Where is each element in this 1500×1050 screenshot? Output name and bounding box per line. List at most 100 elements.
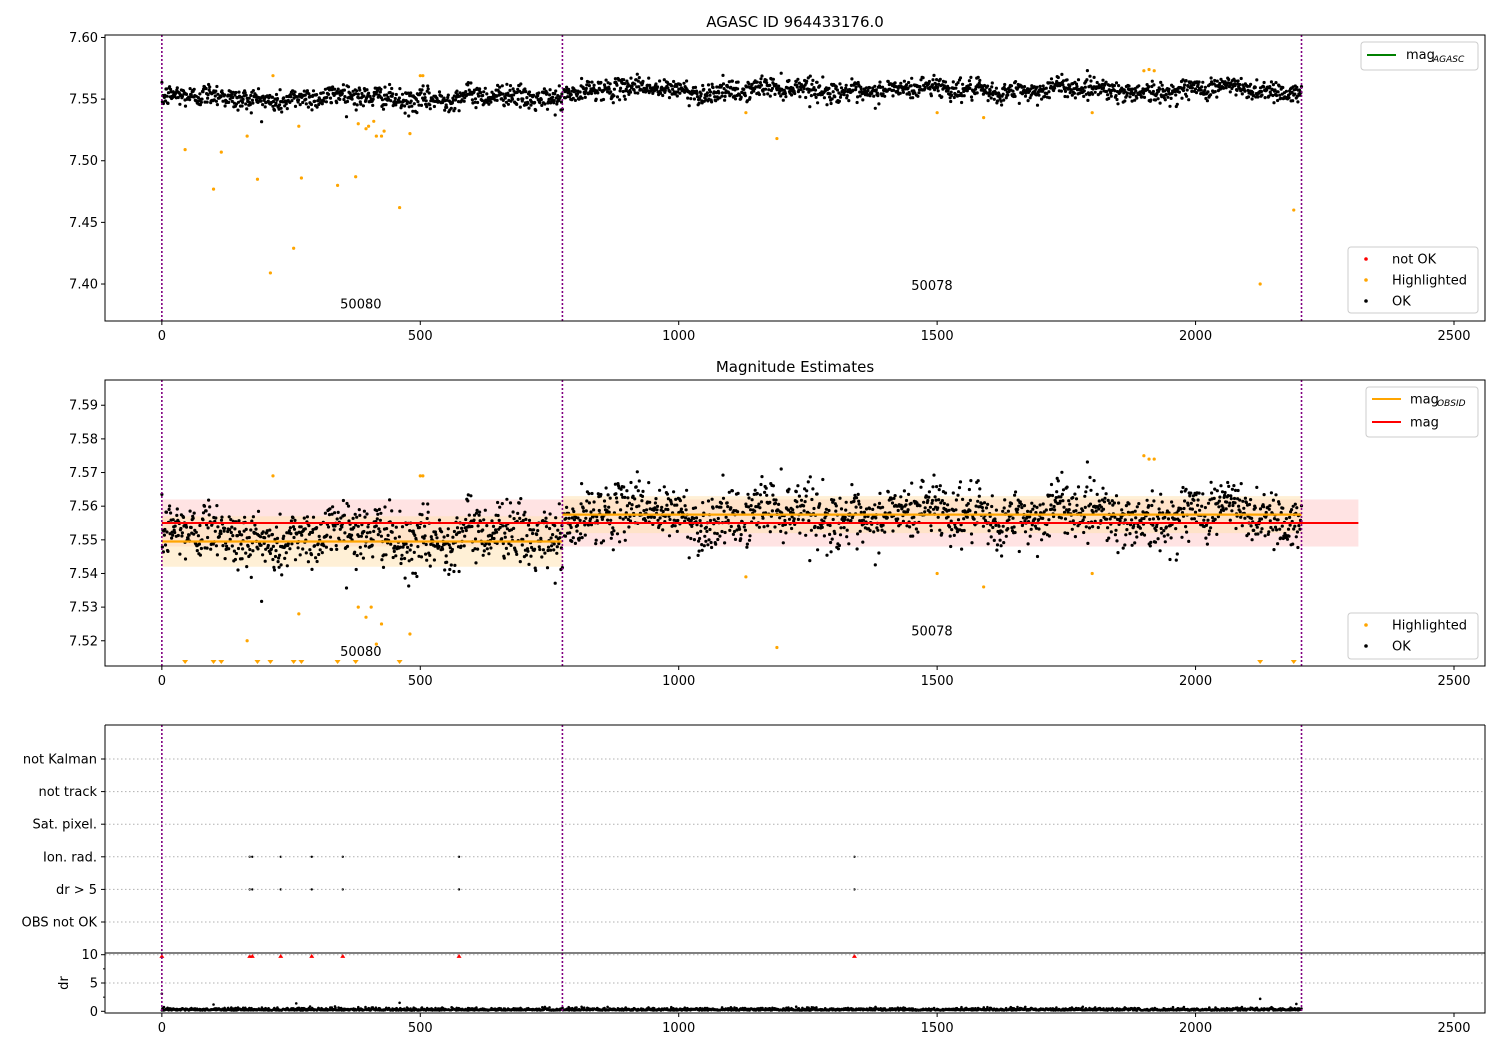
ok-point (318, 548, 322, 552)
ok-point (1240, 524, 1244, 528)
ok-point (1101, 86, 1106, 90)
ok-point (1184, 487, 1188, 491)
ok-point (339, 516, 343, 520)
ok-point (625, 504, 630, 508)
ok-point (205, 100, 209, 104)
ok-point (813, 92, 817, 96)
ok-point (243, 515, 247, 519)
ok-point (990, 494, 994, 498)
ok-point (1038, 503, 1042, 507)
ok-point (240, 557, 244, 561)
ok-point (674, 497, 678, 501)
ok-point (622, 530, 626, 534)
ok-point (612, 94, 616, 98)
ok-point (873, 503, 877, 507)
ok-point (196, 96, 200, 100)
ok-point (1212, 496, 1216, 500)
ok-point (1104, 80, 1108, 84)
ok-point (1001, 92, 1005, 96)
ok-point (241, 100, 245, 104)
ok-point (166, 91, 171, 95)
ok-point (892, 496, 896, 500)
ok-point (808, 559, 812, 563)
ok-point (615, 532, 620, 536)
highlighted-point (775, 645, 779, 650)
ok-point (986, 502, 990, 506)
ok-point (374, 524, 378, 528)
ok-point (227, 515, 231, 519)
ok-point (487, 102, 491, 106)
ok-point (1055, 79, 1059, 84)
ok-point (379, 511, 383, 515)
ok-point (398, 509, 402, 513)
ok-point (1072, 91, 1076, 95)
ok-point (1201, 492, 1205, 496)
ok-point (222, 529, 226, 533)
ok-point (466, 493, 470, 497)
ok-point (620, 493, 624, 497)
ok-point (1225, 500, 1229, 504)
panel1-xtick-label: 1500 (921, 329, 954, 344)
ok-point (249, 93, 253, 98)
ok-point (428, 107, 432, 111)
ok-point (886, 79, 890, 84)
ok-point (1177, 90, 1181, 94)
ok-point (1047, 518, 1051, 522)
ok-point (663, 88, 667, 93)
ok-point (405, 550, 409, 554)
ok-point (1068, 91, 1072, 95)
ok-point (470, 98, 474, 102)
ok-point (354, 523, 358, 527)
ok-point (607, 505, 611, 509)
ok-point (807, 90, 811, 94)
ok-point (406, 100, 410, 104)
ok-point (969, 479, 973, 483)
ok-point (758, 506, 762, 510)
ok-point (852, 499, 856, 503)
ok-point (545, 91, 549, 95)
ok-point (320, 551, 324, 555)
ok-point (299, 525, 303, 529)
ok-point (527, 90, 532, 94)
ok-point (1158, 549, 1162, 553)
ok-point (234, 551, 238, 556)
legend-label: OK (1392, 295, 1411, 310)
ok-point (446, 533, 450, 538)
ok-point (371, 555, 375, 559)
ok-point (811, 78, 815, 82)
ok-point (270, 532, 274, 537)
ok-point (474, 106, 478, 110)
ok-point (919, 78, 923, 82)
ok-point (801, 518, 805, 522)
ok-point (544, 525, 549, 529)
ok-point (1125, 91, 1129, 95)
ok-point (321, 91, 325, 95)
ok-point (476, 547, 480, 551)
ok-point (931, 485, 935, 489)
ok-point (637, 85, 641, 89)
ok-point (652, 515, 657, 520)
ok-point (336, 87, 340, 91)
ok-point (507, 541, 511, 546)
ok-point (511, 510, 515, 514)
ok-point (994, 523, 998, 528)
ok-point (1240, 92, 1244, 96)
ok-point (712, 518, 716, 522)
ok-point (1063, 94, 1067, 99)
ok-point (1047, 96, 1051, 100)
ok-point (571, 536, 575, 540)
ok-point (748, 96, 752, 100)
ok-point (940, 95, 944, 99)
ok-point (1168, 557, 1172, 562)
ok-point (1055, 490, 1059, 494)
panel1-data (160, 67, 1304, 286)
ok-point (1022, 504, 1027, 508)
ok-point (1121, 546, 1125, 550)
ok-point (554, 535, 558, 539)
ok-point (434, 533, 438, 537)
ok-point (368, 530, 372, 534)
ok-point (358, 88, 362, 92)
ok-point (288, 547, 292, 551)
ok-point (1044, 86, 1048, 90)
ok-point (1134, 530, 1138, 534)
